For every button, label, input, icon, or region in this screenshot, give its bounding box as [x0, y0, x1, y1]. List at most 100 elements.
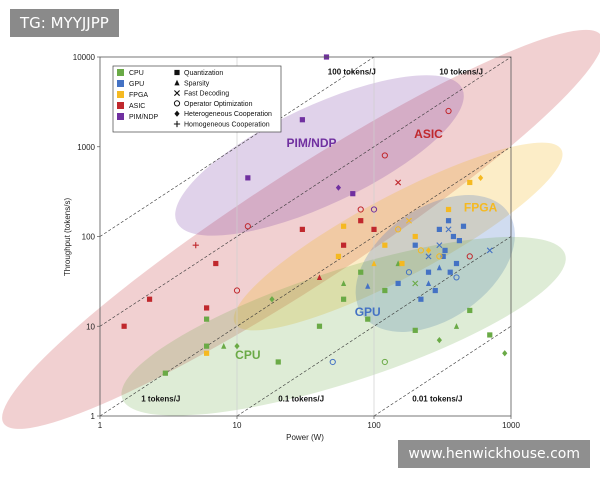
region-label-asic: ASIC — [414, 127, 443, 141]
data-point — [162, 370, 168, 376]
legend-technique-label: Operator Optimization — [184, 101, 253, 108]
data-point — [425, 247, 432, 254]
y-tick-label: 1 — [91, 412, 96, 421]
efficiency-label: 1 tokens/J — [141, 395, 180, 404]
efficiency-line — [99, 56, 512, 327]
data-point — [395, 280, 401, 287]
data-point — [341, 223, 347, 229]
data-point — [204, 305, 210, 311]
y-tick-label: 10 — [86, 322, 95, 331]
data-point — [335, 184, 342, 191]
data-point — [450, 233, 457, 240]
legend-platform-label: ASIC — [129, 103, 145, 110]
data-point — [442, 247, 448, 254]
data-point — [234, 343, 240, 350]
legend-technique-label: Quantization — [184, 70, 223, 77]
data-point — [460, 223, 467, 229]
data-point — [146, 296, 153, 302]
data-point — [269, 296, 275, 303]
data-point — [453, 260, 460, 267]
channel-tag: TG: MYYJJPP — [10, 9, 119, 37]
data-point — [382, 242, 388, 248]
legend-swatch — [117, 113, 124, 120]
data-point — [204, 343, 210, 349]
legend-marker — [174, 90, 180, 97]
data-point — [436, 226, 442, 232]
legend-technique-label: Fast Decoding — [184, 91, 229, 98]
region-pim-ndp — [175, 75, 464, 236]
efficiency-label: 0.1 tokens/J — [278, 395, 324, 404]
data-point — [440, 253, 446, 260]
data-point — [502, 350, 508, 357]
efficiency-line — [236, 236, 512, 417]
y-tick-label: 10000 — [73, 53, 96, 62]
watermark: www.henwickhouse.com — [398, 440, 590, 468]
data-point — [365, 316, 371, 322]
legend-marker — [174, 110, 180, 117]
data-point — [456, 238, 462, 244]
efficiency-label: 100 tokens/J — [328, 67, 376, 76]
data-point — [425, 280, 432, 287]
data-point — [341, 296, 347, 302]
region-label-gpu: GPU — [355, 305, 381, 319]
data-point — [381, 358, 388, 366]
data-point — [357, 206, 364, 213]
data-point — [399, 260, 405, 267]
data-point — [436, 253, 443, 260]
data-point — [478, 174, 484, 181]
data-point — [395, 179, 402, 186]
x-tick-label: 1 — [98, 421, 103, 430]
data-point — [371, 260, 377, 267]
data-point — [445, 226, 452, 233]
legend-platform-label: FPGA — [129, 92, 148, 99]
y-axis-label: Throughput (tokens/s) — [63, 198, 72, 277]
data-point — [358, 218, 364, 224]
data-point — [425, 269, 432, 275]
data-point — [365, 283, 371, 289]
legend-platform-label: PIM/NDP — [129, 114, 159, 121]
data-point — [335, 253, 342, 260]
data-point — [445, 107, 452, 115]
y-tick-label: 1000 — [77, 143, 95, 152]
data-point — [316, 323, 323, 329]
data-point — [358, 269, 364, 275]
data-point — [412, 233, 418, 240]
data-point — [412, 242, 418, 248]
data-point — [405, 217, 412, 224]
legend-platform-label: GPU — [129, 81, 144, 88]
data-point — [466, 253, 473, 260]
data-point — [299, 226, 305, 232]
legend-technique-label: Sparsity — [184, 80, 210, 87]
legend-marker — [173, 100, 181, 107]
data-point — [316, 274, 323, 281]
legend-box — [112, 65, 282, 133]
data-point — [233, 287, 241, 294]
region-label-pim-ndp: PIM/NDP — [287, 136, 337, 150]
data-point — [486, 247, 493, 254]
region-cpu — [121, 236, 566, 416]
data-point — [417, 247, 425, 254]
data-point — [350, 191, 356, 197]
legend-technique-label: Homogeneous Cooperation — [184, 122, 270, 129]
efficiency-label: 10 tokens/J — [439, 67, 483, 76]
data-points — [121, 54, 508, 376]
data-point — [341, 280, 347, 287]
data-point — [445, 206, 452, 213]
data-point — [371, 226, 377, 232]
data-point — [192, 242, 199, 249]
data-point — [453, 274, 460, 281]
legend-swatch — [117, 80, 124, 87]
data-point — [412, 327, 418, 333]
x-tick-label: 100 — [367, 421, 381, 430]
data-point — [418, 296, 424, 302]
data-point — [121, 323, 127, 329]
data-point — [445, 218, 452, 224]
data-point — [381, 152, 388, 159]
data-point — [204, 350, 210, 356]
efficiency-line — [99, 146, 512, 417]
data-point — [204, 316, 210, 322]
data-point — [436, 242, 443, 249]
data-point — [467, 179, 473, 186]
data-point — [341, 242, 347, 248]
